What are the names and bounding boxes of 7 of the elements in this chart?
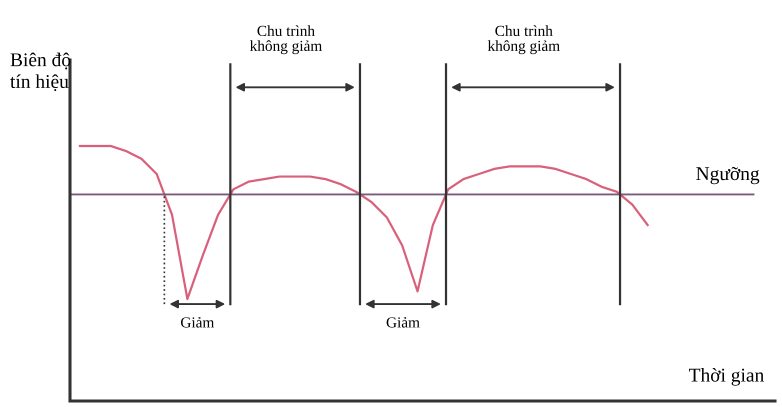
text: Chu trình không giảm [250,25,322,54]
ref-line-label: Ngưỡng [696,166,760,184]
x-axis-title: Thời gian [688,368,764,386]
text: Chu trình không giảm [488,25,560,54]
annotation: Giảm [386,317,420,328]
y-axis-title: Biên độ tín hiệu [10,52,70,92]
annotation: Giảm [181,317,214,328]
